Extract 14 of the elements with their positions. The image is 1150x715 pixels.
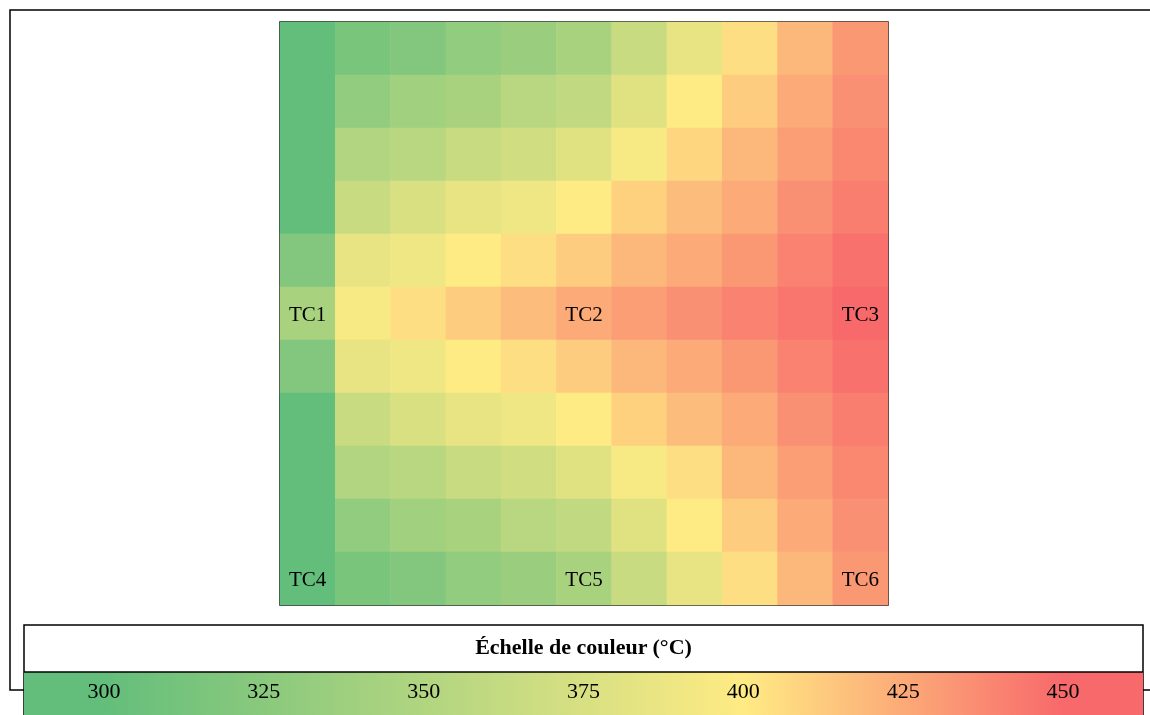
data-label: TC2 [565, 301, 603, 326]
color-bar-label: 425 [886, 677, 920, 703]
data-label: TC6 [841, 566, 880, 591]
color-bar-label: 350 [407, 677, 441, 703]
color-bar-label: 400 [726, 677, 760, 703]
data-label: TC1 [288, 301, 327, 326]
color-bar-label: 450 [1046, 677, 1080, 703]
data-label: TC4 [288, 566, 327, 591]
data-label: TC5 [565, 566, 603, 591]
color-bar-label: 325 [247, 677, 281, 703]
color-bar-label: 300 [87, 677, 121, 703]
color-bar-title: Échelle de couleur (°C) [475, 633, 692, 659]
data-label: TC3 [841, 301, 880, 326]
color-bar-label: 375 [567, 677, 600, 703]
